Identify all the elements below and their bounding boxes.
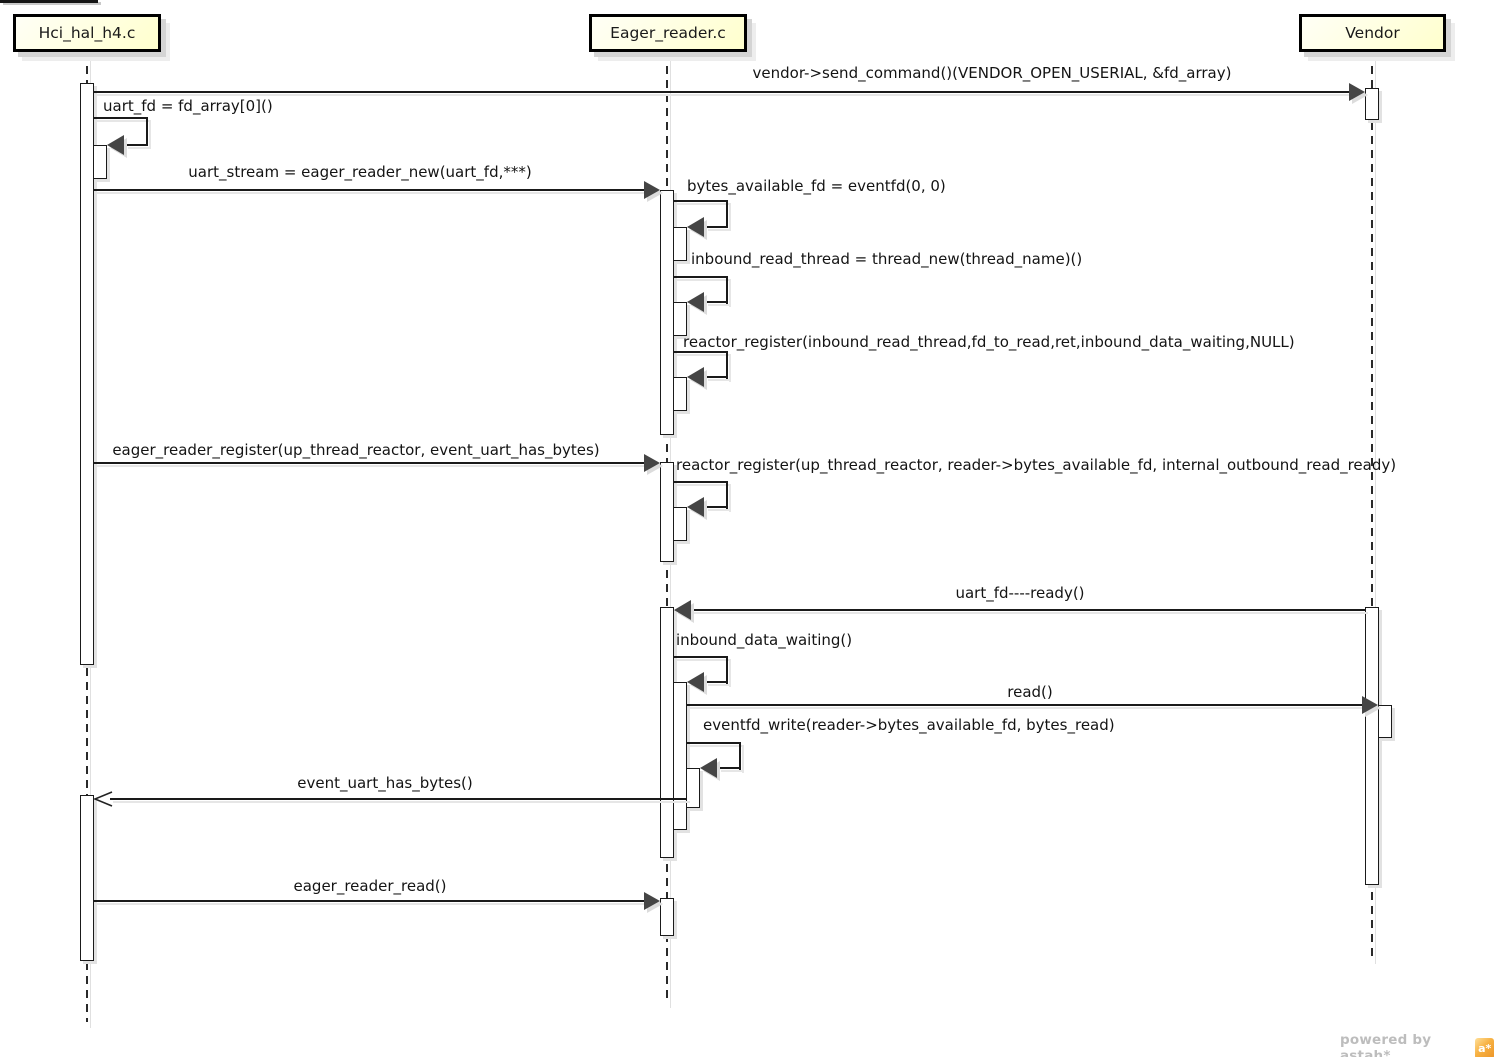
sync-arrowhead-icon [1349, 83, 1365, 101]
activation-bar-eager-3-nested-2 [686, 768, 700, 808]
self-loop-right [726, 276, 728, 304]
astah-logo-icon: a* [1475, 1037, 1494, 1057]
message-label: uart_fd----ready() [955, 584, 1085, 602]
activation-bar-eager-1-nested-3 [673, 377, 687, 411]
lifeline-vendor [1371, 52, 1373, 958]
self-loop-right [726, 481, 728, 509]
sync-arrowhead-icon [644, 454, 660, 472]
self-loop-top [94, 117, 148, 119]
activation-bar-eager-2 [660, 462, 674, 562]
self-loop-top [674, 276, 728, 278]
self-loop-bottom [718, 767, 741, 769]
activation-bar-hci-1-nested [93, 145, 107, 179]
message-line [94, 189, 644, 191]
self-loop-bottom [705, 506, 728, 508]
message-line [94, 900, 644, 902]
self-loop-bottom [705, 681, 728, 683]
message-label: event_uart_has_bytes() [297, 774, 473, 792]
async-arrowhead-icon [93, 791, 113, 807]
message-label: vendor->send_command()(VENDOR_OPEN_USERI… [752, 64, 1232, 82]
watermark-text: powered by astah* [1340, 1032, 1432, 1057]
activation-bar-vendor-2 [1365, 607, 1379, 885]
message-label: bytes_available_fd = eventfd(0, 0) [687, 177, 946, 195]
message-label: eager_reader_register(up_thread_reactor,… [112, 441, 600, 459]
astah-watermark: powered by astah* a* [1340, 1032, 1494, 1057]
sync-arrowhead-icon [644, 181, 660, 199]
sync-arrowhead-icon [687, 292, 704, 312]
message-label: uart_fd = fd_array[0]() [103, 97, 273, 115]
sync-arrowhead-icon [700, 758, 717, 778]
self-loop-bottom [705, 301, 728, 303]
activation-bar-eager-3-nested [673, 682, 687, 830]
message-label: uart_stream = eager_reader_new(uart_fd,*… [188, 163, 532, 181]
self-loop-top [674, 481, 728, 483]
activation-bar-eager-1 [660, 190, 674, 435]
activation-bar-vendor-2-nested [1378, 705, 1392, 738]
message-label: reactor_register(up_thread_reactor, read… [676, 456, 1397, 474]
activation-bar-eager-4 [660, 898, 674, 936]
message-line [94, 462, 644, 464]
activation-bar-eager-1-nested-2 [673, 302, 687, 336]
message-line [687, 704, 1362, 706]
self-loop-bottom [705, 376, 728, 378]
message-line [110, 798, 687, 800]
self-loop-right [726, 351, 728, 379]
sync-arrowhead-icon [644, 892, 660, 910]
lifeline-head-eager-reader: Eager_reader.c [589, 14, 747, 52]
activation-bar-hci-2 [80, 795, 94, 961]
message-label: eager_reader_read() [293, 877, 447, 895]
message-label: inbound_data_waiting() [676, 631, 853, 649]
sync-arrowhead-icon [674, 600, 691, 620]
sync-arrowhead-icon [687, 672, 704, 692]
lifeline-shadow [1375, 56, 1376, 964]
self-loop-bottom [705, 226, 728, 228]
self-loop-right [146, 117, 148, 146]
self-loop-top [687, 742, 741, 744]
frame-edge [0, 0, 98, 3]
self-loop-right [726, 656, 728, 684]
self-loop-right [726, 200, 728, 228]
message-line [690, 609, 1365, 611]
lifeline-name: Hci_hal_h4.c [38, 24, 136, 42]
self-loop-top [674, 351, 728, 353]
activation-bar-hci-1 [80, 83, 94, 665]
lifeline-name: Eager_reader.c [610, 24, 726, 42]
message-line [94, 91, 1350, 93]
message-label: eventfd_write(reader->bytes_available_fd… [703, 716, 1115, 734]
lifeline-head-hci-hal-h4: Hci_hal_h4.c [13, 14, 161, 52]
lifeline-head-vendor: Vendor [1299, 14, 1446, 52]
activation-bar-eager-1-nested-1 [673, 227, 687, 261]
message-label: reactor_register(inbound_read_thread,fd_… [683, 333, 1295, 351]
message-label: read() [1007, 683, 1053, 701]
sync-arrowhead-icon [1362, 696, 1378, 714]
self-loop-top [674, 656, 728, 658]
sync-arrowhead-icon [687, 497, 704, 517]
self-loop-bottom [125, 144, 148, 146]
sync-arrowhead-icon [687, 217, 704, 237]
message-label: inbound_read_thread = thread_new(thread_… [691, 250, 1083, 268]
self-loop-top [674, 200, 728, 202]
activation-bar-eager-2-nested [673, 507, 687, 541]
lifeline-name: Vendor [1345, 24, 1400, 42]
activation-bar-eager-3 [660, 607, 674, 858]
activation-bar-vendor-1 [1365, 88, 1379, 120]
sync-arrowhead-icon [687, 367, 704, 387]
self-loop-right [739, 742, 741, 770]
sync-arrowhead-icon [107, 135, 124, 155]
